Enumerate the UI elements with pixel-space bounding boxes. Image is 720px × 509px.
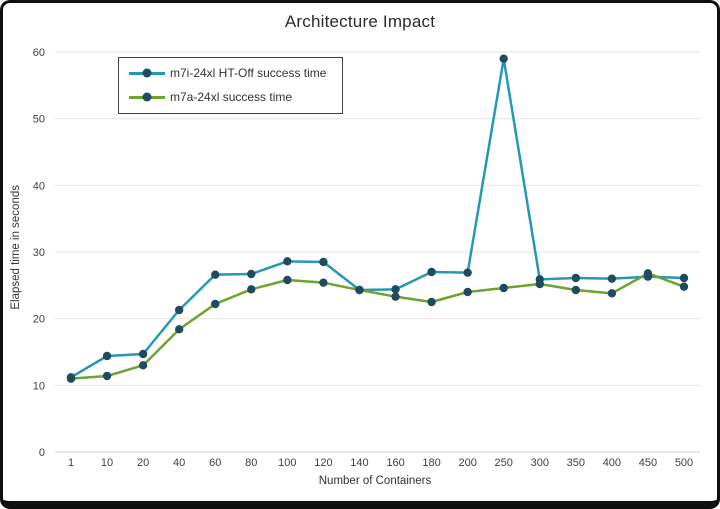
- data-point: [211, 270, 220, 279]
- data-point: [102, 371, 112, 381]
- legend-marker-dot-icon: [142, 92, 152, 102]
- x-tick-label: 200: [458, 457, 476, 469]
- y-tick-label: 40: [33, 180, 45, 192]
- legend-line-marker-icon: [129, 92, 165, 102]
- data-point: [247, 269, 256, 279]
- x-tick-label: 450: [639, 457, 657, 469]
- data-point: [391, 292, 400, 301]
- x-tick-label: 40: [173, 457, 185, 469]
- data-point: [283, 257, 292, 266]
- x-tick-label: 20: [137, 457, 149, 469]
- x-tick-label: 400: [603, 457, 621, 469]
- data-point: [679, 282, 689, 291]
- legend-label: m7i-24xl HT-Off success time: [170, 66, 327, 80]
- x-tick-label: 100: [278, 457, 296, 469]
- data-point: [463, 287, 472, 297]
- data-point: [138, 349, 148, 359]
- data-point: [463, 268, 472, 277]
- data-point: [643, 269, 653, 278]
- x-tick-label: 1: [68, 457, 74, 469]
- data-point: [174, 325, 184, 334]
- x-tick-label: 300: [531, 457, 549, 469]
- data-point: [138, 361, 148, 370]
- y-tick-label: 10: [33, 380, 45, 392]
- x-tick-label: 160: [386, 457, 404, 469]
- data-point: [535, 279, 544, 289]
- x-tick-label: 500: [675, 457, 693, 469]
- data-point: [391, 285, 400, 294]
- data-point: [247, 285, 256, 294]
- chart-svg: 0 10 20 30 40 50 60 1 10 20 40 60 80 100 120 140 160 180 2…: [33, 47, 700, 469]
- data-point: [102, 351, 112, 361]
- data-point: [211, 299, 220, 309]
- x-tick-label: 10: [101, 457, 113, 469]
- series-line-0: [69, 57, 686, 379]
- y-tick-label: 50: [33, 114, 45, 126]
- legend: m7i-24xl HT-Off success time m7a-24xl suc…: [118, 57, 344, 114]
- data-point: [571, 273, 581, 283]
- legend-marker-dot-icon: [142, 68, 152, 78]
- data-point: [427, 297, 436, 307]
- legend-line-marker-icon: [129, 68, 165, 78]
- x-tick-label: 60: [209, 457, 221, 469]
- data-point: [571, 285, 581, 295]
- chart-title: Architecture Impact: [284, 12, 436, 31]
- x-tick-label: 180: [422, 457, 440, 469]
- series-line-1: [69, 272, 686, 380]
- data-point: [679, 273, 689, 283]
- data-point: [607, 289, 617, 298]
- legend-item: m7i-24xl HT-Off success time: [129, 66, 326, 80]
- data-point: [499, 54, 508, 63]
- data-point: [283, 275, 292, 285]
- data-point: [499, 283, 508, 293]
- data-point: [174, 305, 184, 315]
- legend-item: m7a-24xl success time: [129, 90, 326, 104]
- data-point: [319, 278, 328, 287]
- y-tick-label: 30: [33, 247, 45, 259]
- x-tick-label: 120: [314, 457, 332, 469]
- y-tick-label: 60: [33, 47, 45, 59]
- x-tick-label: 350: [567, 457, 585, 469]
- x-tick-label: 140: [350, 457, 368, 469]
- data-point: [607, 274, 617, 283]
- x-tick-label: 250: [495, 457, 513, 469]
- data-point: [427, 267, 436, 277]
- x-axis-title: Number of Containers: [318, 475, 432, 487]
- legend-label: m7a-24xl success time: [170, 90, 293, 104]
- y-tick-label: 0: [39, 447, 45, 459]
- y-tick-label: 20: [33, 314, 45, 326]
- data-point: [319, 257, 328, 267]
- data-point: [66, 374, 76, 383]
- x-tick-label: 80: [245, 457, 257, 469]
- data-point: [355, 285, 364, 295]
